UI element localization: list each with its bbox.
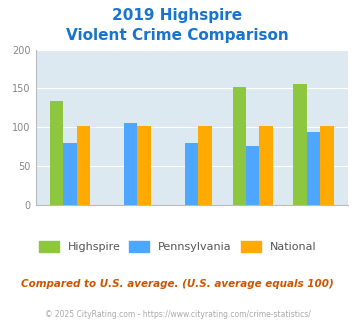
Text: Compared to U.S. average. (U.S. average equals 100): Compared to U.S. average. (U.S. average … [21, 279, 334, 289]
Bar [50, 101, 63, 205]
Text: © 2025 CityRating.com - https://www.cityrating.com/crime-statistics/: © 2025 CityRating.com - https://www.city… [45, 310, 310, 319]
Bar [137, 126, 151, 205]
Text: Violent Crime Comparison: Violent Crime Comparison [66, 28, 289, 43]
Bar [320, 126, 334, 205]
Bar [63, 143, 77, 205]
Bar [246, 146, 260, 205]
Bar [124, 123, 137, 205]
Bar [260, 126, 273, 205]
Bar [233, 87, 246, 205]
Text: 2019 Highspire: 2019 Highspire [113, 8, 242, 23]
Bar [198, 126, 212, 205]
Bar [307, 132, 320, 205]
Legend: Highspire, Pennsylvania, National: Highspire, Pennsylvania, National [34, 237, 321, 257]
Bar [294, 84, 307, 205]
Bar [77, 126, 90, 205]
Bar [185, 143, 198, 205]
